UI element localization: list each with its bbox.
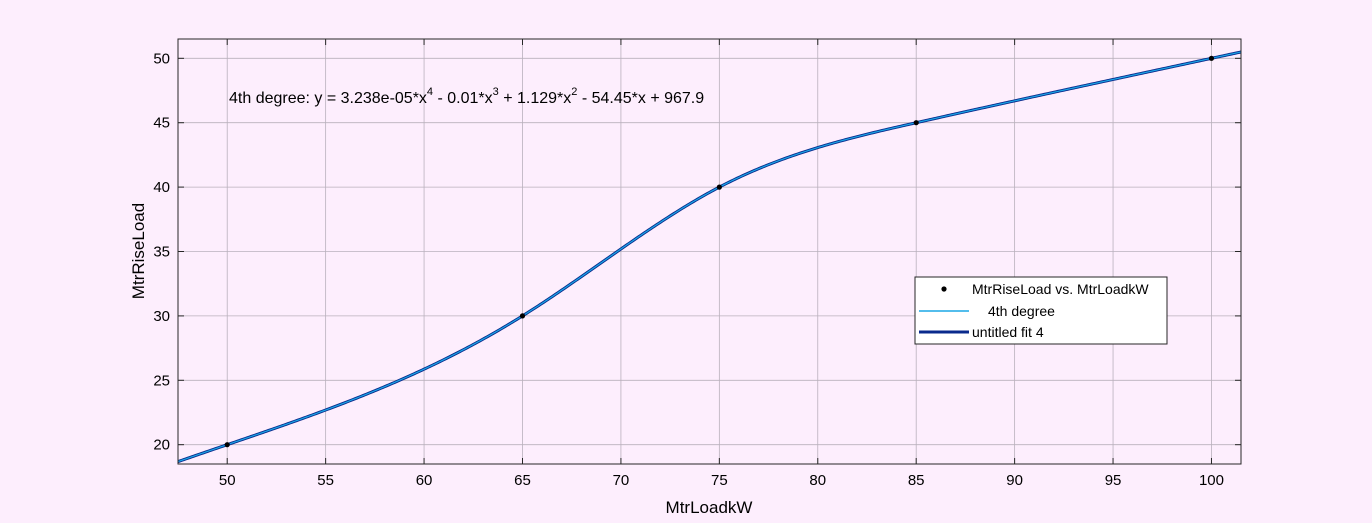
legend-label-fit: 4th degree xyxy=(988,303,1055,319)
annotation-part-1: 4th degree: y = 3.238e-05*x xyxy=(229,90,427,107)
legend-label-points: MtrRiseLoad vs. MtrLoadkW xyxy=(972,281,1149,297)
grid-lines xyxy=(178,39,1241,464)
fit-curves xyxy=(177,50,1242,464)
data-point xyxy=(716,184,722,190)
legend: MtrRiseLoad vs. MtrLoadkW 4th degree unt… xyxy=(914,276,1168,345)
annotation-part-2: - 0.01*x xyxy=(433,90,493,107)
x-tick-label: 95 xyxy=(1105,472,1122,489)
fit-equation-annotation: 4th degree: y = 3.238e-05*x4 - 0.01*x3 +… xyxy=(229,86,704,107)
y-tick-label: 40 xyxy=(153,179,170,196)
x-tick-label: 60 xyxy=(416,472,433,489)
x-tick-label: 90 xyxy=(1006,472,1023,489)
annotation-exponent-3: 3 xyxy=(493,86,499,98)
y-tick-label: 35 xyxy=(153,244,170,261)
y-tick-label: 30 xyxy=(153,308,170,325)
data-points xyxy=(224,55,1215,448)
data-point xyxy=(519,313,526,319)
x-axis-label: MtrLoadkW xyxy=(666,498,753,517)
x-tick-label: 80 xyxy=(809,472,826,489)
x-tick-label: 70 xyxy=(613,472,630,489)
x-tick-label: 85 xyxy=(908,472,925,489)
y-tick-label: 20 xyxy=(153,437,170,454)
y-tick-label: 50 xyxy=(153,50,170,67)
annotation-exponent-4: 4 xyxy=(427,86,433,98)
y-tick-label: 45 xyxy=(153,115,170,132)
annotation-part-4: - 54.45*x + 967.9 xyxy=(577,90,704,107)
data-point xyxy=(913,120,919,126)
fit-line-4th-degree xyxy=(177,51,1242,463)
data-point xyxy=(1208,55,1215,61)
x-tick-label: 75 xyxy=(711,472,728,489)
x-tick-label: 65 xyxy=(514,472,531,489)
annotation-exponent-2: 2 xyxy=(571,86,577,98)
axis-ticks: 50 55 60 65 70 75 80 85 90 95 100 20 25 30 35 40 45 50 xyxy=(153,39,1241,489)
legend-marker-points xyxy=(941,286,947,292)
y-tick-label: 25 xyxy=(153,372,170,389)
annotation-part-3: + 1.129*x xyxy=(499,90,572,107)
x-tick-label: 55 xyxy=(317,472,334,489)
data-point xyxy=(224,442,230,448)
legend-label-untitled-fit: untitled fit 4 xyxy=(972,324,1044,340)
x-tick-label: 100 xyxy=(1199,472,1224,489)
x-tick-label: 50 xyxy=(219,472,236,489)
y-axis-label: MtrRiseLoad xyxy=(129,203,148,299)
